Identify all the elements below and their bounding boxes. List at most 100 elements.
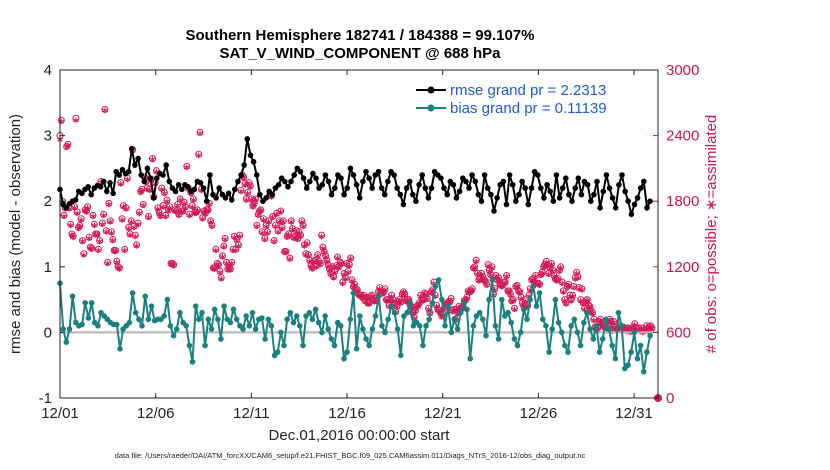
obs-possible-point xyxy=(524,301,532,309)
obs-assimilated-point: * xyxy=(456,302,463,316)
obs-possible-point xyxy=(340,269,348,277)
obs-possible-point xyxy=(277,207,285,215)
obs-assimilated-point: * xyxy=(291,234,298,248)
obs-possible-point xyxy=(79,237,86,245)
legend-rmse-label: rmse grand pr = 2.2313 xyxy=(450,82,606,99)
x-tick-label: 12/01 xyxy=(41,405,79,422)
series-1-point xyxy=(268,323,275,329)
x-tick-label: 12/26 xyxy=(520,405,558,422)
y-right-tick-label: 3000 xyxy=(666,62,699,79)
series-0-point xyxy=(600,188,607,195)
y-tick-label: 4 xyxy=(44,62,52,79)
obs-possible-point xyxy=(250,199,258,207)
obs-possible-point xyxy=(228,258,236,266)
series-0-point xyxy=(381,191,388,198)
series-1-point xyxy=(637,342,644,349)
obs-assimilated-point: * xyxy=(597,316,604,330)
series-0-point xyxy=(129,145,135,152)
series-1-point xyxy=(278,329,284,336)
obs-assimilated-point: * xyxy=(466,288,473,302)
obs-assimilated-point: * xyxy=(223,259,230,273)
obs-assimilated-point: * xyxy=(238,187,245,201)
obs-possible-point xyxy=(376,284,384,292)
obs-assimilated-point: * xyxy=(314,251,321,265)
obs-assimilated-point: * xyxy=(333,262,340,276)
obs-possible-point xyxy=(80,250,88,258)
chart-subtitle: SAT_V_WIND_COMPONENT @ 688 hPa xyxy=(219,45,501,62)
obs-possible-point xyxy=(559,287,567,295)
series-1-point xyxy=(297,323,303,329)
series-1-point xyxy=(530,283,537,290)
obs-assimilated-point: * xyxy=(301,241,308,255)
series-0-point xyxy=(419,172,426,178)
obs-assimilated-point: * xyxy=(86,234,93,248)
obs-possible-point xyxy=(195,150,203,158)
series-0-point xyxy=(591,191,597,198)
obs-assimilated-point: * xyxy=(576,284,583,298)
series-0-point xyxy=(310,170,316,177)
obs-possible-point xyxy=(380,288,388,296)
obs-assimilated-point: * xyxy=(78,215,85,229)
obs-assimilated-point: * xyxy=(432,291,439,305)
obs-assimilated-point: * xyxy=(505,287,512,301)
series-1-point xyxy=(521,306,527,313)
obs-assimilated-point: * xyxy=(420,296,427,310)
series-1-point xyxy=(495,336,502,342)
obs-assimilated-point: * xyxy=(108,228,115,242)
obs-assimilated-point: * xyxy=(599,319,606,333)
obs-assimilated-point: * xyxy=(345,267,352,281)
obs-assimilated-point: * xyxy=(174,201,181,215)
obs-assimilated-point: * xyxy=(325,261,332,275)
obs-possible-point xyxy=(82,207,90,215)
obs-assimilated-point: * xyxy=(89,244,96,258)
obs-possible-point xyxy=(275,217,283,225)
series-1-point xyxy=(382,329,388,336)
series-0-point xyxy=(253,172,260,178)
obs-assimilated-point: * xyxy=(418,291,425,305)
series-1-point xyxy=(281,342,287,349)
obs-possible-point xyxy=(257,206,265,214)
series-1-point xyxy=(464,306,470,313)
obs-possible-point xyxy=(204,206,212,214)
series-1-point xyxy=(290,319,297,326)
obs-assimilated-point: * xyxy=(617,322,624,336)
series-0-point xyxy=(360,178,366,185)
series-1-point xyxy=(221,303,227,310)
obs-assimilated-point: * xyxy=(550,266,557,280)
series-1-point xyxy=(533,303,540,310)
obs-assimilated-point: * xyxy=(295,235,302,249)
obs-assimilated-point: * xyxy=(502,278,509,292)
obs-assimilated-point: * xyxy=(559,278,566,292)
series-0-point xyxy=(200,185,207,191)
obs-assimilated-point: * xyxy=(246,179,253,193)
series-0-point xyxy=(597,205,603,211)
obs-possible-point xyxy=(159,202,167,210)
obs-assimilated-point: * xyxy=(87,243,94,257)
series-0-point xyxy=(107,180,113,186)
y-right-tick-label: 1800 xyxy=(666,193,699,210)
obs-possible-point xyxy=(551,275,559,283)
obs-assimilated-point: * xyxy=(296,228,303,242)
obs-assimilated-point: * xyxy=(200,214,207,228)
series-0-point xyxy=(232,186,238,193)
obs-assimilated-point: * xyxy=(587,302,594,316)
obs-assimilated-point: * xyxy=(272,221,279,235)
obs-possible-point xyxy=(468,285,476,293)
series-0-point xyxy=(154,175,160,181)
obs-assimilated-point: * xyxy=(277,207,284,221)
series-0-point xyxy=(509,182,516,188)
obs-possible-point xyxy=(289,225,296,232)
obs-assimilated-point: * xyxy=(94,230,101,244)
obs-possible-point xyxy=(336,258,344,266)
obs-possible-point xyxy=(273,209,281,217)
obs-assimilated-point: * xyxy=(193,208,200,222)
series-1-point xyxy=(486,296,492,303)
obs-possible-point xyxy=(118,215,126,223)
obs-assimilated-point: * xyxy=(453,306,460,320)
obs-assimilated-point: * xyxy=(131,223,138,237)
obs-possible-point xyxy=(127,217,135,225)
obs-assimilated-point: * xyxy=(577,296,584,310)
series-1-point xyxy=(218,336,224,342)
obs-assimilated-point: * xyxy=(116,264,123,278)
obs-assimilated-point: * xyxy=(284,232,291,246)
